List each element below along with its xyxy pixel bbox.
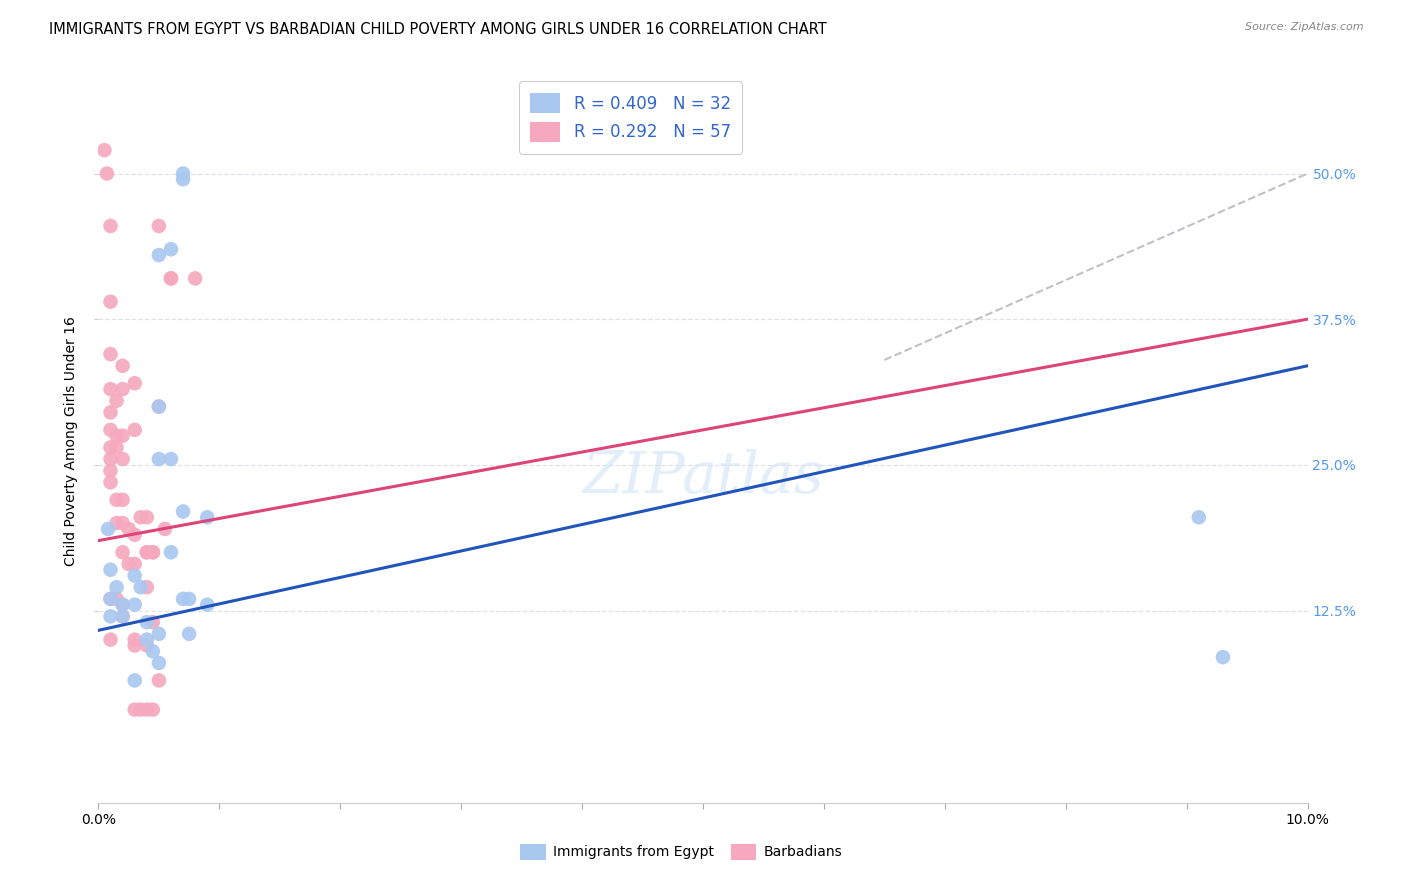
Y-axis label: Child Poverty Among Girls Under 16: Child Poverty Among Girls Under 16 [65, 317, 79, 566]
Point [124, 632, 146, 647]
Point [111, 492, 134, 507]
Point [97, 522, 120, 536]
Point [100, 219, 122, 233]
Point [124, 568, 146, 582]
Point [100, 591, 122, 606]
Point [111, 545, 134, 559]
Point [142, 644, 165, 658]
Point [148, 248, 170, 262]
Point [160, 545, 183, 559]
Point [100, 609, 122, 624]
Point [148, 400, 170, 414]
Point [111, 598, 134, 612]
Point [111, 609, 134, 624]
Point [160, 452, 183, 467]
Point [179, 591, 201, 606]
Point [1188, 510, 1211, 524]
Point [172, 591, 194, 606]
Point [100, 591, 122, 606]
Point [111, 359, 134, 373]
Point [135, 639, 157, 653]
Point [111, 382, 134, 396]
Point [96, 167, 118, 181]
Point [129, 580, 152, 594]
Point [129, 510, 152, 524]
Point [135, 615, 157, 630]
Point [100, 441, 122, 455]
Point [105, 580, 128, 594]
Point [148, 452, 170, 467]
Point [118, 557, 141, 571]
Point [124, 639, 146, 653]
Point [105, 516, 128, 530]
Text: Source: ZipAtlas.com: Source: ZipAtlas.com [1246, 22, 1364, 32]
Point [135, 632, 157, 647]
Point [124, 376, 146, 391]
Point [105, 441, 128, 455]
Point [105, 591, 128, 606]
Point [100, 294, 122, 309]
Point [148, 627, 170, 641]
Point [100, 452, 122, 467]
Point [93, 143, 115, 157]
Point [160, 271, 183, 285]
Point [111, 452, 134, 467]
Point [160, 271, 183, 285]
Point [100, 405, 122, 419]
Text: ZIPatlas: ZIPatlas [582, 450, 824, 506]
Point [124, 528, 146, 542]
Point [100, 464, 122, 478]
Point [153, 522, 176, 536]
Point [179, 627, 201, 641]
Point [100, 382, 122, 396]
Point [135, 580, 157, 594]
Point [148, 400, 170, 414]
Point [195, 510, 218, 524]
Point [100, 423, 122, 437]
Point [1212, 650, 1234, 665]
Text: Immigrants from Egypt: Immigrants from Egypt [553, 845, 714, 859]
Point [100, 347, 122, 361]
Point [100, 632, 122, 647]
Point [135, 702, 157, 716]
Point [105, 492, 128, 507]
Point [135, 545, 157, 559]
Point [111, 609, 134, 624]
Point [148, 656, 170, 670]
Point [111, 598, 134, 612]
Point [148, 219, 170, 233]
Point [172, 167, 194, 181]
Point [111, 516, 134, 530]
Point [124, 673, 146, 688]
Point [129, 702, 152, 716]
Point [124, 598, 146, 612]
Point [105, 393, 128, 408]
Text: Barbadians: Barbadians [763, 845, 842, 859]
Point [142, 702, 165, 716]
Point [124, 702, 146, 716]
Point [100, 563, 122, 577]
Point [118, 522, 141, 536]
Point [135, 545, 157, 559]
Point [135, 510, 157, 524]
Point [111, 428, 134, 442]
Point [105, 428, 128, 442]
Point [148, 673, 170, 688]
Point [160, 242, 183, 256]
Point [142, 545, 165, 559]
Point [100, 475, 122, 490]
Point [172, 172, 194, 186]
Text: IMMIGRANTS FROM EGYPT VS BARBADIAN CHILD POVERTY AMONG GIRLS UNDER 16 CORRELATIO: IMMIGRANTS FROM EGYPT VS BARBADIAN CHILD… [49, 22, 827, 37]
Point [142, 545, 165, 559]
Point [184, 271, 207, 285]
Point [172, 504, 194, 518]
Point [124, 423, 146, 437]
Legend: R = 0.409   N = 32, R = 0.292   N = 57: R = 0.409 N = 32, R = 0.292 N = 57 [519, 81, 742, 153]
Point [142, 615, 165, 630]
Point [124, 557, 146, 571]
Point [195, 598, 218, 612]
